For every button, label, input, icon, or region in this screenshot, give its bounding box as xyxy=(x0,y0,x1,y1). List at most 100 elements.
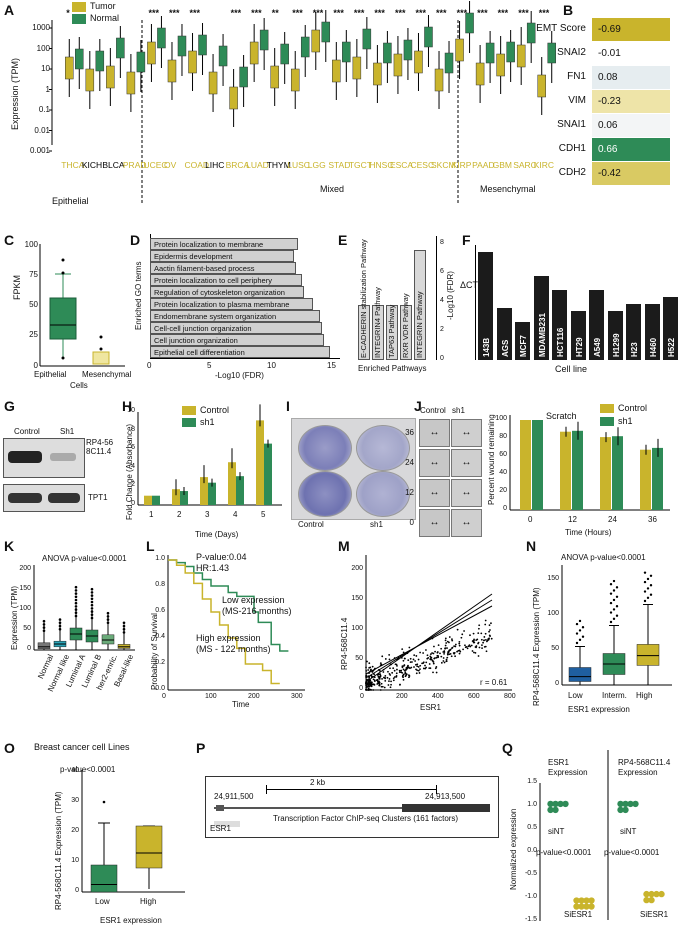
panel-a-cancer-label: HNSC xyxy=(369,160,394,170)
scratch-image: ↔ xyxy=(419,419,450,447)
m-point xyxy=(409,661,412,664)
m-ytick: 100 xyxy=(351,625,363,632)
panel-a-box-tumor-LUAD xyxy=(249,41,259,65)
m-point xyxy=(402,668,405,671)
k-box xyxy=(101,634,115,645)
m-point xyxy=(418,672,421,674)
panel-g-col-sh1: Sh1 xyxy=(60,427,75,436)
n-outlier xyxy=(612,608,616,611)
n-outlier xyxy=(643,580,647,584)
panel-q-siesr-right: SiESR1 xyxy=(640,910,669,919)
m-point xyxy=(425,666,428,669)
m-point xyxy=(367,669,370,671)
m-point xyxy=(476,638,479,641)
m-point xyxy=(422,661,425,664)
n-xtick: Low xyxy=(568,691,583,700)
heatmap-row-snai1: SNAI1 xyxy=(557,119,586,130)
panel-l-label: L xyxy=(146,538,155,554)
q-point xyxy=(588,903,595,910)
panel-f-ylabel: ΔCT xyxy=(460,280,479,290)
panel-j-col-sh1: sh1 xyxy=(452,406,465,415)
western-blot-1 xyxy=(3,438,85,478)
panel-a-cancer-label: SARC xyxy=(513,160,537,170)
panel-j-title: Scratch xyxy=(546,411,577,421)
m-point xyxy=(429,658,432,661)
h-xtick: 5 xyxy=(261,510,266,519)
m-point xyxy=(367,689,370,691)
k-outlier xyxy=(74,608,78,611)
panel-a-cancer-label: CESC xyxy=(410,160,435,170)
m-point xyxy=(415,668,417,671)
h-ytick: 0 xyxy=(131,500,135,507)
m-point xyxy=(477,632,480,635)
m-point xyxy=(417,658,420,661)
panel-a-star: * xyxy=(66,8,70,18)
j-legend-swatch-control xyxy=(600,404,614,413)
h-bar-control xyxy=(172,489,180,505)
j-xtick: 0 xyxy=(528,515,533,524)
m-point xyxy=(469,634,471,637)
k-outlier xyxy=(74,595,78,599)
panel-a-box-tumor-THYM xyxy=(270,65,279,89)
n-outlier xyxy=(581,626,585,629)
m-point xyxy=(392,679,395,682)
panel-c-ytick: 25 xyxy=(29,330,38,339)
panel-a-star: *** xyxy=(168,8,180,18)
m-point xyxy=(431,660,434,662)
k-outlier xyxy=(122,621,126,625)
m-point xyxy=(394,663,397,666)
k-outlier xyxy=(90,597,94,601)
m-point xyxy=(429,655,432,658)
m-point xyxy=(380,685,383,688)
l-curve-high xyxy=(168,559,280,685)
m-point xyxy=(481,644,483,647)
n-outlier xyxy=(643,571,647,574)
panel-p-label: P xyxy=(196,740,206,756)
heatmap-row-cdh1: CDH1 xyxy=(558,143,586,154)
n-outlier xyxy=(609,592,613,595)
panel-j-chart xyxy=(509,415,670,511)
m-point xyxy=(387,684,390,686)
heatmap-row-emt-score: EMT Score xyxy=(536,23,586,34)
h-ytick: 10 xyxy=(127,407,135,414)
m-point xyxy=(390,683,392,686)
panel-a-ytick: 100 xyxy=(36,43,50,53)
panel-j-xlabel: Time (Hours) xyxy=(565,528,612,537)
panel-l-highms: (MS - 122 months) xyxy=(196,644,271,654)
panel-c-chart xyxy=(39,244,125,367)
legend-normal: Normal xyxy=(90,13,120,23)
m-point xyxy=(484,632,487,635)
m-point xyxy=(370,688,372,691)
panel-a-box-tumor-UCEC xyxy=(147,41,156,65)
go-term-bar: Protein localization to plasma membrane xyxy=(150,298,314,310)
k-ytick: 50 xyxy=(23,625,31,632)
q-point xyxy=(547,800,554,808)
panel-a-star: *** xyxy=(394,8,406,18)
panel-a-box-normal-TGCT xyxy=(362,28,372,50)
o-ytick: 10 xyxy=(71,857,79,864)
m-point xyxy=(432,652,435,655)
panel-q-left: ESR1 xyxy=(548,758,569,767)
cellline-bar xyxy=(644,304,660,360)
m-point xyxy=(368,667,371,669)
m-point xyxy=(379,689,382,691)
panel-a-box-tumor-OV xyxy=(167,59,177,83)
panel-a-cancer-label: THYM xyxy=(266,160,291,170)
m-point xyxy=(402,678,405,681)
k-outlier xyxy=(90,607,94,610)
o-ytick: 40 xyxy=(71,767,79,774)
k-outlier xyxy=(90,594,94,597)
h-bar-sh1 xyxy=(208,482,216,505)
h-ytick: 2 xyxy=(131,481,135,489)
group-mixed: Mixed xyxy=(320,184,345,194)
m-point xyxy=(458,642,461,645)
panel-a-star: *** xyxy=(456,8,468,18)
panel-o-stat: p-value<0.0001 xyxy=(60,765,116,774)
m-point xyxy=(446,647,448,649)
j-bar-sh1 xyxy=(612,436,623,510)
m-point xyxy=(473,638,475,641)
m-point xyxy=(488,634,491,637)
m-point xyxy=(395,672,398,675)
m-point xyxy=(448,636,451,638)
m-point xyxy=(483,636,486,638)
